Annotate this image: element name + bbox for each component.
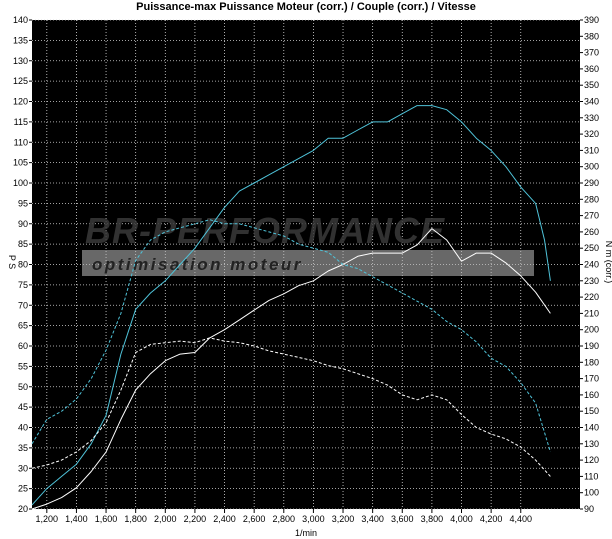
y-right-tick-label: 370	[584, 48, 599, 58]
x-tick-label: 2,400	[213, 514, 236, 524]
y-right-tick-label: 390	[584, 15, 599, 25]
x-axis-label: 1/min	[295, 528, 317, 538]
y-left-tick-label: 85	[18, 239, 28, 249]
y-right-tick-label: 380	[584, 31, 599, 41]
chart-title: Puissance-max Puissance Moteur (corr.) /…	[136, 1, 476, 13]
y-left-tick-label: 75	[18, 280, 28, 290]
y-left-tick-label: 80	[18, 260, 28, 270]
x-tick-label: 3,600	[391, 514, 414, 524]
y-right-tick-label: 160	[584, 390, 599, 400]
y-axis-left-ticks: 20 25 30 35 40 45 50 55 60 65 70 75 80 85 90 95 100 105 11…	[13, 15, 32, 514]
y-left-tick-label: 25	[18, 484, 28, 494]
series-line-3	[31, 219, 551, 453]
x-tick-label: 1,800	[124, 514, 147, 524]
y-axis-right-ticks: 90 100 110 120 130 140 150 160 170 180 190 200 210 22…	[580, 15, 599, 514]
y-right-tick-label: 150	[584, 406, 599, 416]
x-tick-label: 3,400	[361, 514, 384, 524]
y-right-tick-label: 110	[584, 471, 598, 481]
y-left-tick-label: 125	[13, 76, 28, 86]
y-left-tick-label: 60	[18, 341, 28, 351]
y-left-tick-label: 120	[13, 97, 28, 107]
x-tick-label: 3,000	[302, 514, 325, 524]
y-axis-left-label: P S	[7, 255, 17, 269]
y-right-tick-label: 350	[584, 80, 599, 90]
y-right-tick-label: 200	[584, 325, 599, 335]
series-line-1	[31, 105, 551, 506]
y-left-tick-label: 50	[18, 382, 28, 392]
y-right-tick-label: 120	[584, 455, 599, 465]
y-left-tick-label: 100	[13, 178, 28, 188]
x-tick-label: 2,000	[154, 514, 177, 524]
y-axis-right-label: N m (corr.)	[604, 241, 612, 284]
x-tick-label: 2,600	[243, 514, 266, 524]
series-line-2	[31, 228, 551, 510]
y-right-tick-label: 340	[584, 97, 599, 107]
x-tick-label: 4,200	[480, 514, 503, 524]
y-right-tick-label: 170	[584, 374, 599, 384]
y-left-tick-label: 140	[13, 15, 28, 25]
y-left-tick-label: 20	[18, 504, 28, 514]
x-tick-label: 1,400	[65, 514, 88, 524]
y-left-tick-label: 135	[13, 35, 28, 45]
y-left-tick-label: 95	[18, 198, 28, 208]
y-left-tick-label: 105	[13, 158, 28, 168]
y-right-tick-label: 220	[584, 292, 599, 302]
x-tick-label: 1,200	[36, 514, 59, 524]
y-right-tick-label: 300	[584, 162, 599, 172]
series-layer	[31, 105, 551, 510]
y-left-tick-label: 90	[18, 219, 28, 229]
x-tick-label: 1,600	[95, 514, 118, 524]
y-right-tick-label: 330	[584, 113, 599, 123]
y-right-tick-label: 280	[584, 194, 599, 204]
y-left-tick-label: 110	[14, 137, 28, 147]
y-right-tick-label: 130	[584, 439, 599, 449]
y-left-tick-label: 45	[18, 402, 28, 412]
y-right-tick-label: 140	[584, 423, 599, 433]
y-right-tick-label: 240	[584, 260, 599, 270]
y-left-tick-label: 40	[18, 423, 28, 433]
y-left-tick-label: 30	[18, 463, 28, 473]
y-left-tick-label: 70	[18, 300, 28, 310]
y-right-tick-label: 320	[584, 129, 599, 139]
y-left-tick-label: 115	[14, 117, 28, 127]
y-right-tick-label: 180	[584, 357, 599, 367]
y-right-tick-label: 360	[584, 64, 599, 74]
x-tick-label: 4,000	[450, 514, 473, 524]
y-right-tick-label: 260	[584, 227, 599, 237]
y-right-tick-label: 190	[584, 341, 599, 351]
y-right-tick-label: 100	[584, 488, 599, 498]
y-right-tick-label: 310	[584, 145, 599, 155]
watermark-tagline: optimisation moteur	[92, 255, 303, 274]
y-left-tick-label: 55	[18, 361, 28, 371]
x-tick-label: 4,400	[509, 514, 532, 524]
y-left-tick-label: 130	[13, 56, 28, 66]
y-right-tick-label: 270	[584, 211, 599, 221]
watermark-band	[82, 250, 534, 276]
y-left-tick-label: 35	[18, 443, 28, 453]
y-right-tick-label: 290	[584, 178, 599, 188]
x-tick-label: 2,200	[184, 514, 207, 524]
x-axis-ticks: 1,200 1,400 1,600 1,800 2,000 2,200 2,400 2,600…	[36, 509, 532, 524]
y-right-tick-label: 210	[584, 308, 599, 318]
x-tick-label: 3,200	[332, 514, 355, 524]
y-right-tick-label: 230	[584, 276, 599, 286]
y-left-tick-label: 65	[18, 321, 28, 331]
grid-lines	[32, 19, 580, 510]
x-tick-label: 3,800	[421, 514, 444, 524]
y-right-tick-label: 90	[584, 504, 594, 514]
x-tick-label: 2,800	[273, 514, 296, 524]
series-line-4	[31, 337, 551, 477]
y-right-tick-label: 250	[584, 243, 599, 253]
